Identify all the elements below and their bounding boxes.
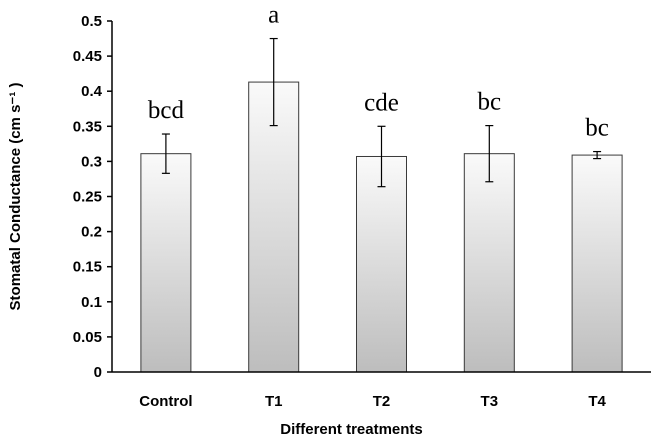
y-tick-label: 0.2 [81,224,102,241]
y-axis-title: Stomatal Conductance (cm s⁻¹ ) [7,83,24,311]
x-category-label: Control [139,393,192,410]
y-tick-label: 0.35 [73,118,102,135]
x-category-labels-layer: Control T1 T2 T3 T4 [139,393,606,410]
y-tick-label: 0.1 [81,294,102,311]
y-tick-label: 0.5 [81,13,102,30]
x-category-label: T2 [373,393,391,410]
y-tick-label: 0.45 [73,48,102,65]
bar-control [140,153,192,373]
x-category-label: T1 [265,393,283,410]
y-tick-label: 0.25 [73,189,102,206]
y-tick-label: 0 [94,364,102,381]
significance-label: bcd [148,97,185,124]
bars-layer [140,81,623,373]
significance-labels-layer: bcd a cde bc bc [148,2,609,142]
bar-t3 [463,153,515,373]
x-category-label: T3 [481,393,499,410]
x-axis-title: Different treatments [280,421,423,438]
bar-t2 [356,155,407,373]
significance-label: cde [364,89,399,116]
y-tick-label: 0.3 [81,153,102,170]
y-tick-label: 0.15 [73,259,102,276]
x-category-label: T4 [588,393,606,410]
error-bars-layer [161,37,602,188]
bar-t1 [248,81,300,373]
significance-label: a [268,2,279,29]
y-tick-label: 0.05 [73,329,102,346]
significance-label: bc [585,115,609,142]
y-tick-label: 0.4 [81,83,103,100]
y-ticks-layer: 0 0.05 0.1 0.15 0.2 0.25 0.3 0.35 0.4 0.45 0.5 [73,13,112,381]
bar-t4 [571,154,623,373]
significance-label: bc [477,89,501,116]
